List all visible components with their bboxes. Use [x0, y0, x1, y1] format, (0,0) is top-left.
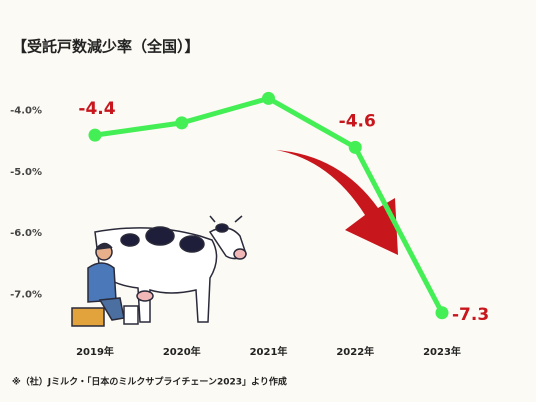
- x-tick-label: 2019年: [76, 345, 114, 358]
- value-label: -4.4: [78, 99, 115, 119]
- trend-arrow: [276, 150, 398, 255]
- x-tick-label: 2023年: [423, 345, 461, 358]
- data-point: [175, 116, 189, 130]
- data-point: [88, 128, 102, 142]
- y-tick-label: -4.0%: [10, 106, 42, 117]
- y-tick-label: -5.0%: [10, 167, 42, 178]
- source-note: ※（社）Jミルク・「日本のミルクサプライチェーン2023」より作成: [12, 376, 287, 388]
- value-label: -4.6: [339, 111, 376, 131]
- data-point: [348, 140, 362, 154]
- x-tick-label: 2020年: [163, 345, 201, 358]
- y-tick-label: -6.0%: [10, 228, 42, 239]
- data-point: [435, 306, 449, 320]
- y-tick-label: -7.0%: [10, 289, 42, 300]
- x-tick-label: 2021年: [250, 345, 288, 358]
- data-point: [262, 91, 275, 105]
- cow-illustration: [71, 215, 247, 327]
- x-tick-label: 2022年: [336, 345, 374, 358]
- chart-title: 【受託戸数減少率（全国）】: [12, 38, 200, 56]
- value-label: -7.3: [452, 305, 489, 325]
